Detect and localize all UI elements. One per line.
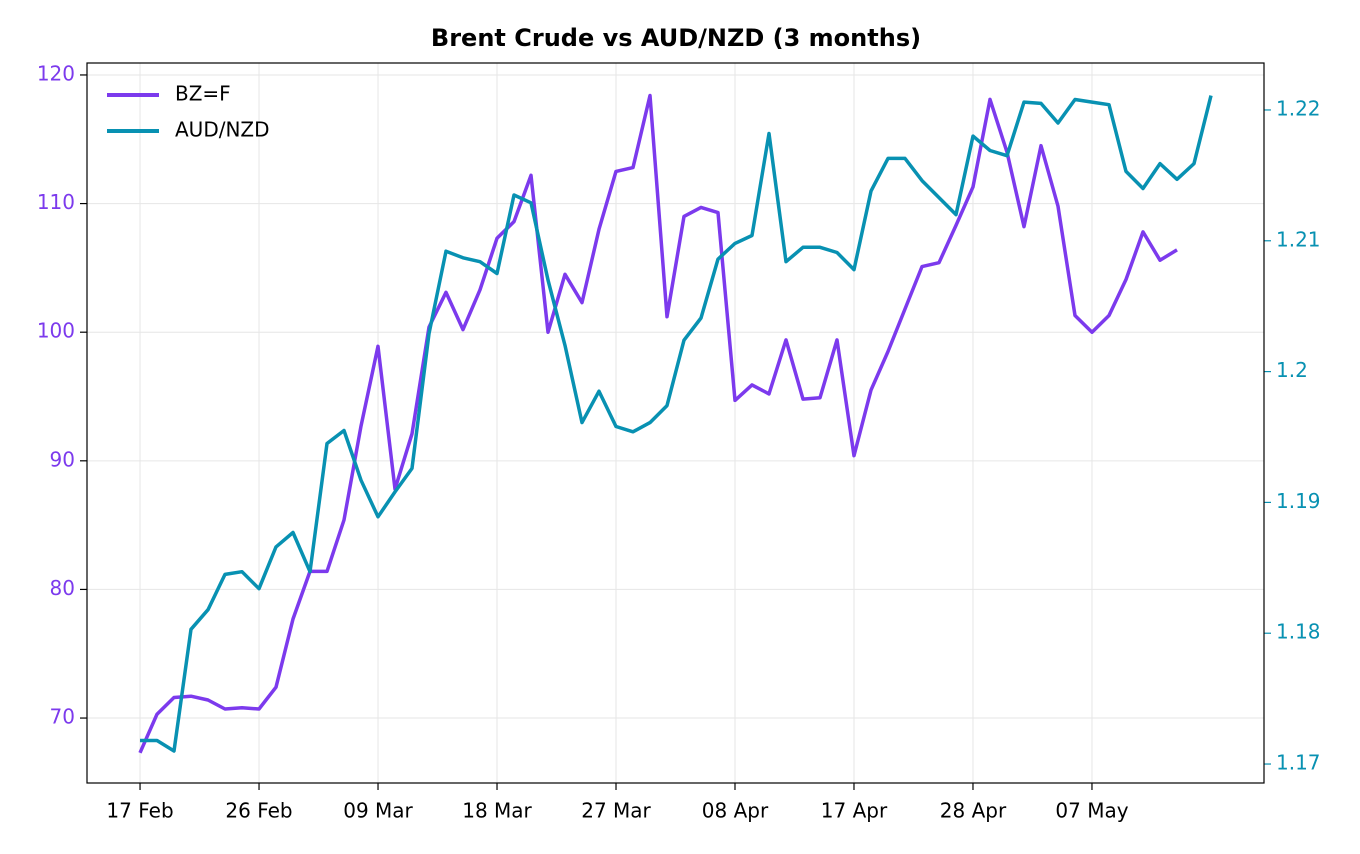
y-tick-label: 90 xyxy=(50,447,75,471)
x-tick-label: 26 Feb xyxy=(225,799,292,823)
y2-tick-label: 1.21 xyxy=(1276,227,1321,251)
y-tick-label: 110 xyxy=(37,190,75,214)
chart-title: Brent Crude vs AUD/NZD (3 months) xyxy=(431,24,921,52)
x-tick-label: 18 Mar xyxy=(462,799,532,823)
legend-label: BZ=F xyxy=(175,82,231,106)
series-line xyxy=(138,93,1178,754)
x-tick-label: 17 Apr xyxy=(821,799,888,823)
x-tick-label: 17 Feb xyxy=(106,799,173,823)
plot-frame xyxy=(86,62,1265,784)
y2-tick-label: 1.2 xyxy=(1276,358,1308,382)
x-tick-label: 28 Apr xyxy=(940,799,1007,823)
series-line xyxy=(140,95,1213,753)
x-tick-label: 09 Mar xyxy=(343,799,413,823)
y2-tick-label: 1.17 xyxy=(1276,751,1321,775)
y2-tick-label: 1.19 xyxy=(1276,489,1321,513)
y-tick-label: 80 xyxy=(50,576,75,600)
y-tick-label: 70 xyxy=(50,705,75,729)
y2-tick-label: 1.22 xyxy=(1276,96,1321,120)
legend-label: AUD/NZD xyxy=(175,118,270,142)
y-tick-label: 120 xyxy=(37,61,75,85)
x-tick-label: 27 Mar xyxy=(581,799,651,823)
x-tick-label: 08 Apr xyxy=(702,799,769,823)
x-tick-label: 07 May xyxy=(1055,799,1128,823)
y2-tick-label: 1.18 xyxy=(1276,620,1321,644)
y-tick-label: 100 xyxy=(37,319,75,343)
